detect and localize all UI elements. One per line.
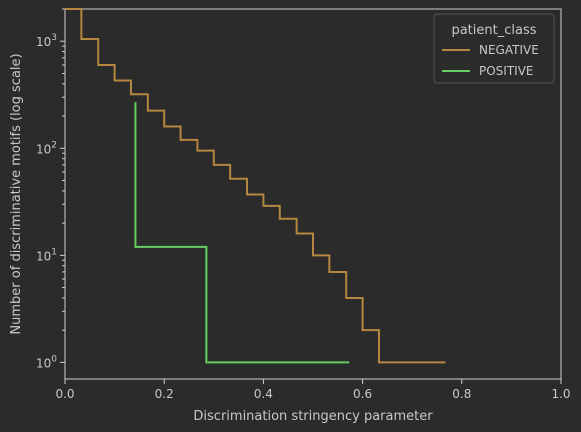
legend-label: POSITIVE: [479, 64, 534, 78]
y-tick-base: 10: [36, 356, 51, 370]
y-tick-label: 103: [36, 33, 57, 49]
x-tick-label: 1.0: [551, 387, 570, 401]
series-layer: [65, 8, 446, 364]
y-tick-base: 10: [36, 249, 51, 263]
x-tick-label: 0.6: [353, 387, 372, 401]
x-tick-label: 0.8: [452, 387, 471, 401]
x-axis-label: Discrimination stringency parameter: [193, 409, 433, 424]
plot-area-frame: [64, 8, 562, 380]
x-tick-label: 0.2: [155, 387, 174, 401]
y-tick-label: 100: [36, 354, 57, 370]
y-tick-exponent: 0: [51, 354, 57, 364]
y-tick-label: 101: [36, 247, 57, 263]
legend-box: [433, 13, 555, 84]
legend-items: NEGATIVE POSITIVE: [442, 43, 539, 78]
x-tick-label: 0.0: [55, 387, 74, 401]
y-tick-base: 10: [36, 35, 51, 49]
x-axis-ticks: 0.0 0.2 0.4 0.6 0.8 1.0: [55, 379, 571, 401]
y-tick-exponent: 1: [51, 247, 57, 257]
y-tick-exponent: 2: [51, 140, 57, 150]
legend-label: NEGATIVE: [479, 43, 539, 57]
y-tick-label: 102: [36, 140, 57, 156]
legend-title: patient_class: [451, 23, 536, 38]
series-line-negative: [65, 8, 446, 364]
legend: patient_class NEGATIVE POSITIVE: [433, 13, 555, 84]
y-tick-exponent: 3: [51, 33, 57, 43]
y-tick-base: 10: [36, 142, 51, 156]
x-tick-label: 0.4: [254, 387, 273, 401]
y-axis-label: Number of discriminative motifs (log sca…: [9, 53, 24, 334]
series-line-positive: [134, 102, 350, 364]
